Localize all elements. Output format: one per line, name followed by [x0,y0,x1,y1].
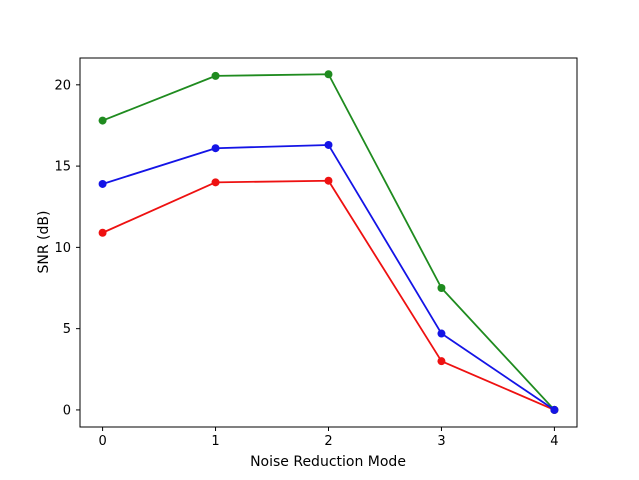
green-series-line [101,73,556,411]
red-series-marker [437,357,446,366]
blue-series-marker [324,140,333,149]
y-tick-label: 0 [63,403,71,418]
y-tick-label: 10 [54,241,71,256]
green-series-marker [437,284,446,293]
blue-series-marker [211,144,220,153]
x-axis-label: Noise Reduction Mode [250,454,406,470]
red-series-marker [324,176,333,185]
red-series-marker [211,178,220,187]
green-series-marker [324,70,333,79]
y-axis-label: SNR (dB) [36,210,52,274]
blue-series-marker [437,329,446,338]
red-series-marker [98,228,107,237]
x-tick-label: 3 [437,434,445,449]
x-tick-label: 1 [211,434,219,449]
y-tick-label: 20 [54,78,71,93]
y-tick-label: 15 [54,160,71,175]
x-tick-label: 2 [324,434,332,449]
red-series-line [101,179,556,411]
blue-series-marker [550,405,559,414]
y-tick-label: 5 [63,322,71,337]
blue-series-marker [98,179,107,188]
green-series-marker [98,116,107,125]
x-tick-label: 4 [550,434,558,449]
x-tick-label: 0 [98,434,106,449]
green-series-marker [211,71,220,80]
plot-border [79,57,578,428]
